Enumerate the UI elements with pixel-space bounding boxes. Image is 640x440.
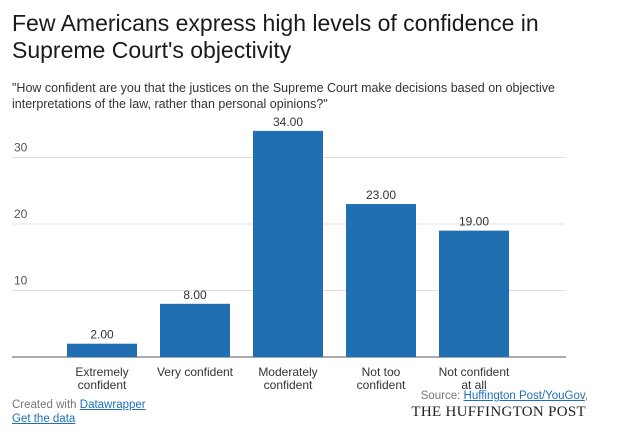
- bar-value-label: 19.00: [459, 215, 489, 229]
- source-link[interactable]: Huffington Post/YouGov: [463, 390, 585, 402]
- bar-value-label: 23.00: [366, 188, 396, 202]
- source-line: Source: Huffington Post/YouGov,: [421, 390, 588, 402]
- chart-title: Few Americans express high levels of con…: [12, 10, 539, 63]
- bar: [160, 303, 230, 357]
- datawrapper-link[interactable]: Datawrapper: [79, 399, 146, 411]
- source-label: Source:: [420, 390, 464, 402]
- x-category-label-line: at all: [461, 378, 486, 392]
- chart-subtitle: "How confident are you that the justices…: [12, 81, 555, 111]
- x-category-label: Extremely confident: [75, 365, 128, 392]
- bar: [253, 130, 323, 357]
- created-with-text: Created with: [12, 399, 80, 411]
- source-comma: ,: [584, 390, 588, 402]
- x-category-label-line: Extremely: [75, 365, 128, 379]
- x-category-label-line: Not confident: [439, 365, 510, 379]
- x-category-label: Very confident: [157, 365, 234, 379]
- x-category-label: Not too confident: [357, 365, 406, 392]
- y-tick-label: 20: [14, 207, 28, 221]
- x-category-label-line: Not too: [362, 365, 401, 379]
- bar-value-label: 8.00: [183, 288, 207, 302]
- x-category-label-line: confident: [357, 378, 406, 392]
- x-category-label-line: confident: [264, 378, 313, 392]
- huffington-post-logo: THE HUFFINGTON POST: [411, 404, 586, 420]
- bar-value-label: 2.00: [90, 328, 114, 342]
- x-category-label-line: Moderately: [258, 365, 317, 379]
- bar: [346, 204, 416, 357]
- bar-value-label: 34.00: [273, 115, 303, 129]
- y-tick-label: 30: [14, 141, 28, 155]
- x-category-label: Moderately confident: [258, 365, 317, 392]
- x-category-label-line: Very confident: [157, 365, 234, 379]
- get-the-data-link[interactable]: Get the data: [12, 413, 76, 425]
- bar: [439, 230, 509, 357]
- x-category-label: Not confident at all: [439, 365, 510, 392]
- credits: Created with Datawrapper Get the data: [12, 398, 146, 426]
- y-tick-label: 10: [14, 274, 28, 288]
- bar: [67, 343, 137, 357]
- x-category-label-line: confident: [78, 378, 127, 392]
